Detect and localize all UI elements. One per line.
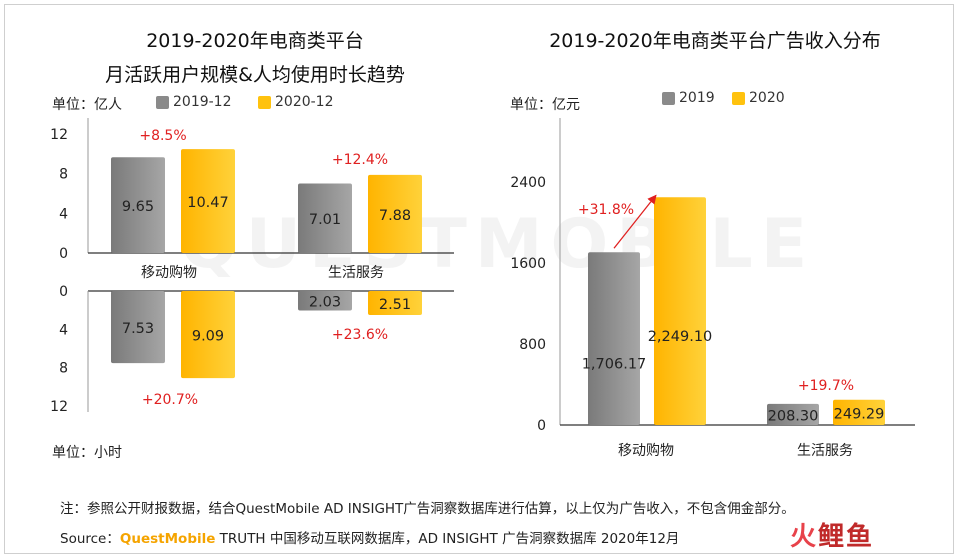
y-tick-label: 0	[59, 246, 68, 262]
bar-lower-0-1	[298, 291, 352, 311]
growth-annotation: +31.8%	[578, 202, 634, 218]
source-rest: TRUTH 中国移动互联网数据库，AD INSIGHT 广告洞察数据库 2020…	[215, 531, 680, 547]
y-tick-label: 0	[59, 284, 68, 300]
source-brand: QuestMobile	[119, 531, 216, 547]
x-tick-label: 生活服务	[797, 443, 853, 459]
footnote: 注：参照公开财报数据，结合QuestMobile AD INSIGHT广告洞察数…	[60, 501, 795, 517]
legend-swatch-grey	[662, 91, 675, 105]
data-label: 249.29	[834, 406, 885, 422]
data-label: 2,249.10	[648, 329, 713, 345]
data-label: 2.51	[379, 297, 411, 313]
bar-lower-1-1	[368, 291, 422, 316]
bar-upper-1-0	[181, 149, 235, 253]
y-tick-label: 8	[59, 167, 68, 183]
y-tick-label: 12	[50, 127, 68, 143]
y-tick-label: 2400	[510, 175, 546, 191]
left-unit-bottom: 单位：小时	[52, 445, 122, 461]
data-label: 1,706.17	[582, 357, 647, 373]
data-label: 9.09	[192, 329, 224, 345]
growth-annotation: +19.7%	[798, 378, 854, 394]
bar-right-0-0	[588, 252, 640, 425]
y-tick-label: 8	[59, 361, 68, 377]
y-tick-label: 1600	[510, 256, 546, 272]
legend-label: 2020	[749, 90, 785, 106]
logo-part1: 火	[790, 522, 819, 552]
y-tick-label: 0	[537, 418, 546, 434]
data-label: 7.01	[309, 212, 341, 228]
left-unit-top: 单位：亿人	[52, 97, 122, 113]
source-prefix: Source：	[60, 531, 120, 547]
legend-label: 2019-12	[173, 94, 232, 110]
growth-annotation: +20.7%	[142, 392, 198, 408]
y-tick-label: 12	[50, 399, 68, 415]
legend-item-2020-12: 2020-12	[258, 94, 334, 110]
legend-swatch-grey	[156, 95, 169, 109]
x-tick-label: 移动购物	[618, 443, 674, 459]
legend-item-2020: 2020	[732, 90, 785, 106]
legend-item-2019-12: 2019-12	[156, 94, 232, 110]
bar-upper-1-1	[368, 174, 422, 253]
left-chart-title-line1: 2019-2020年电商类平台	[146, 30, 364, 52]
bar-lower-1-0	[181, 291, 235, 379]
x-tick-label: 生活服务	[328, 265, 384, 281]
data-label: 9.65	[122, 199, 154, 215]
y-tick-label: 4	[59, 206, 68, 222]
y-tick-label: 4	[59, 322, 68, 338]
x-tick-label: 移动购物	[141, 265, 197, 281]
legend-label: 2019	[679, 90, 715, 106]
growth-arrow	[613, 194, 657, 249]
bar-right-1-0	[654, 197, 706, 425]
data-label: 2.03	[309, 295, 341, 311]
bar-lower-0-0	[111, 291, 165, 364]
growth-annotation: +8.5%	[139, 128, 186, 144]
bar-right-0-1	[767, 403, 819, 425]
left-chart-title-line2: 月活跃用户规模&人均使用时长趋势	[105, 64, 405, 86]
data-label: 208.30	[768, 408, 819, 424]
legend-swatch-yellow	[258, 95, 271, 109]
brand-logo: 火鲤鱼	[790, 516, 874, 553]
frame-border	[4, 4, 954, 554]
y-tick-label: 800	[519, 337, 546, 353]
legend-label: 2020-12	[275, 94, 334, 110]
legend-swatch-yellow	[732, 91, 745, 105]
logo-part2: 鲤鱼	[818, 522, 875, 552]
right-chart-title: 2019-2020年电商类平台广告收入分布	[549, 30, 881, 52]
growth-annotation: +23.6%	[332, 327, 388, 343]
growth-annotation: +12.4%	[332, 152, 388, 168]
source-line: Source：QuestMobile TRUTH 中国移动互联网数据库，AD I…	[60, 527, 679, 547]
bar-right-1-1	[833, 399, 885, 425]
legend-item-2019: 2019	[662, 90, 715, 106]
data-label: 7.53	[122, 321, 154, 337]
right-unit: 单位：亿元	[510, 97, 580, 113]
data-label: 10.47	[187, 195, 229, 211]
bar-upper-0-0	[111, 157, 165, 253]
bar-upper-0-1	[298, 183, 352, 253]
data-label: 7.88	[379, 208, 411, 224]
